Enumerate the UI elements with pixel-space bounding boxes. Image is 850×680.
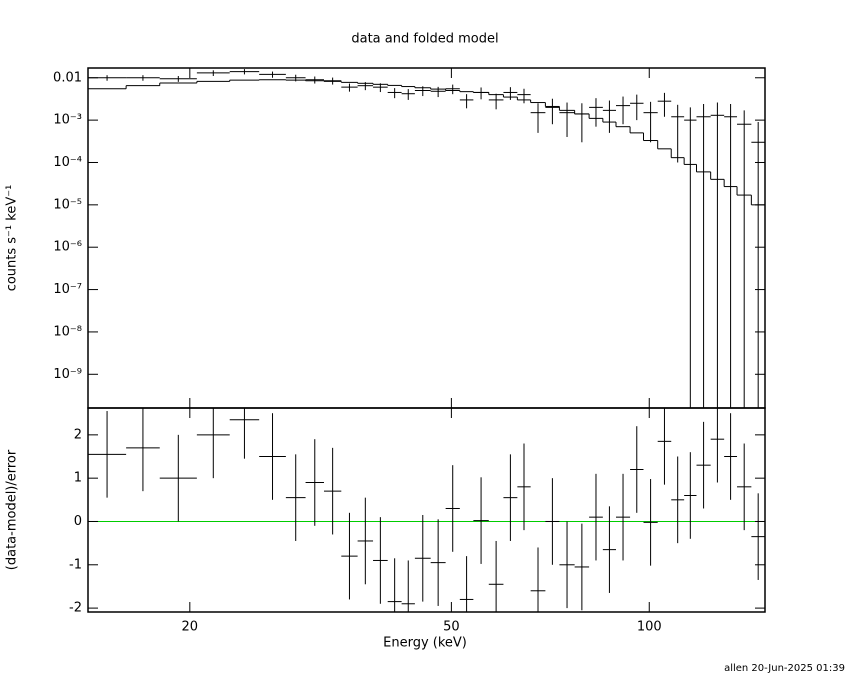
y-tick-label: 10⁻³ (53, 113, 82, 128)
y-tick-label: -1 (69, 557, 82, 572)
y-tick-label: 10⁻⁴ (53, 155, 82, 170)
y-tick-label: 2 (74, 427, 82, 442)
panel-frame (87, 67, 766, 409)
y-tick-label: 1 (74, 471, 82, 486)
x-tick-label: 100 (637, 620, 662, 635)
x-tick-label: 50 (443, 620, 460, 635)
y-tick-label: -2 (69, 601, 82, 616)
y-tick-label: 0 (74, 514, 82, 529)
y-tick-label: 10⁻⁷ (53, 282, 82, 297)
y-tick-label: 10⁻⁶ (53, 240, 82, 255)
y-tick-label: 10⁻⁸ (53, 324, 82, 339)
plot-area (88, 69, 765, 408)
panel-frame (87, 407, 766, 613)
chart-title: data and folded model (351, 32, 498, 47)
x-tick-label: 20 (182, 620, 199, 635)
y-tick-label: 0.01 (53, 70, 82, 85)
y-axis-label: counts s⁻¹ keV⁻¹ (5, 185, 20, 292)
y-tick-label: 10⁻⁹ (53, 367, 82, 382)
footer: allen 20-Jun-2025 01:39 (724, 663, 845, 674)
y-tick-label: 10⁻⁵ (53, 197, 82, 212)
plot-area (88, 408, 765, 612)
y-axis-label: (data-model)/error (5, 449, 20, 570)
x-axis-label: Energy (keV) (383, 636, 467, 651)
